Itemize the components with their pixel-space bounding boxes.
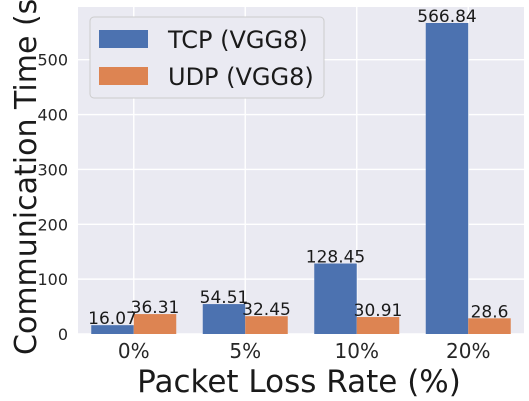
y-axis-ticks: 0 100 200 300 400 500 <box>37 51 68 344</box>
data-label-1-3: 28.6 <box>471 302 509 322</box>
legend-label-tcp: TCP (VGG8) <box>167 26 308 54</box>
y-axis-label: Communication Time (s) <box>9 0 44 355</box>
x-tick-label-1: 5% <box>229 339 261 363</box>
y-tick-label-400: 400 <box>37 106 68 125</box>
x-axis-label: Packet Loss Rate (%) <box>137 364 461 400</box>
legend-swatch-tcp <box>99 30 148 48</box>
bar-0-2 <box>314 263 357 334</box>
data-label-0-1: 54.51 <box>200 288 249 308</box>
bar-1-2 <box>356 317 400 334</box>
data-label-1-0: 36.31 <box>131 298 180 318</box>
x-tick-label-3: 20% <box>446 339 490 363</box>
data-label-1-2: 30.91 <box>354 301 403 321</box>
bar-1-0 <box>133 314 177 334</box>
legend-box <box>89 16 325 99</box>
bar-0-3 <box>425 22 469 334</box>
y-tick-label-200: 200 <box>37 215 68 234</box>
data-label-0-3: 566.84 <box>417 7 476 27</box>
data-labels: 16.07 54.51 128.45 566.84 36.31 32.45 30.91 28.… <box>88 7 508 329</box>
legend-swatch-udp <box>99 67 148 85</box>
bars <box>91 22 511 334</box>
bar-0-0 <box>91 325 134 334</box>
x-tick-label-0: 0% <box>118 339 150 363</box>
y-tick-label-0: 0 <box>58 325 68 344</box>
legend: TCP (VGG8) UDP (VGG8) <box>89 16 325 99</box>
x-axis-ticks: 0% 5% 10% 20% <box>118 339 491 363</box>
data-label-0-2: 128.45 <box>306 248 365 268</box>
bar-1-3 <box>468 318 511 334</box>
y-tick-label-500: 500 <box>37 51 68 70</box>
data-label-1-1: 32.45 <box>242 300 291 320</box>
y-tick-label-100: 100 <box>37 270 68 289</box>
y-tick-label-300: 300 <box>37 160 68 179</box>
x-tick-label-2: 10% <box>335 339 379 363</box>
data-label-0-0: 16.07 <box>88 309 137 329</box>
legend-label-udp: UDP (VGG8) <box>168 63 314 91</box>
bar-1-1 <box>245 316 288 334</box>
bar-0-1 <box>202 304 246 334</box>
